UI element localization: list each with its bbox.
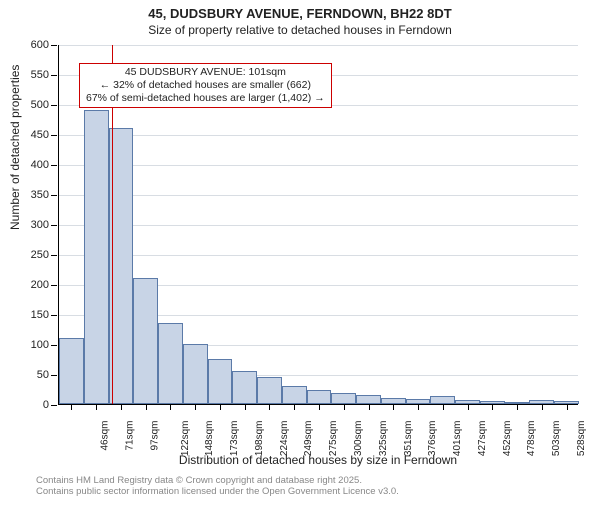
histogram-bar	[282, 386, 307, 404]
x-tick-label: 224sqm	[279, 420, 290, 456]
callout-line: ← 32% of detached houses are smaller (66…	[86, 79, 325, 92]
x-tick	[393, 404, 394, 410]
x-tick-label: 325sqm	[378, 420, 389, 456]
x-tick	[220, 404, 221, 410]
x-tick	[170, 404, 171, 410]
x-tick-label: 452sqm	[502, 420, 513, 456]
histogram-bar	[430, 396, 455, 403]
callout-line: 45 DUDSBURY AVENUE: 101sqm	[86, 66, 325, 79]
x-tick-label: 351sqm	[403, 420, 414, 456]
y-tick-label: 550	[9, 69, 49, 81]
x-tick-label: 46sqm	[100, 420, 111, 450]
x-tick-label: 173sqm	[229, 420, 240, 456]
histogram-bar	[84, 110, 109, 404]
x-tick-label: 249sqm	[304, 420, 315, 456]
y-tick	[51, 405, 57, 406]
x-tick-label: 148sqm	[205, 420, 216, 456]
x-tick-label: 401sqm	[452, 420, 463, 456]
y-tick-label: 400	[9, 159, 49, 171]
y-tick-label: 450	[9, 129, 49, 141]
y-tick	[51, 375, 57, 376]
y-tick	[51, 255, 57, 256]
y-axis-label: Number of detached properties	[8, 65, 22, 230]
x-tick	[443, 404, 444, 410]
histogram-bar	[356, 395, 381, 403]
page-subtitle: Size of property relative to detached ho…	[0, 23, 600, 37]
y-tick	[51, 195, 57, 196]
plot-area: 05010015020025030035040045050055060046sq…	[58, 45, 578, 405]
x-tick-label: 97sqm	[149, 420, 160, 450]
y-tick-label: 250	[9, 249, 49, 261]
x-tick-label: 275sqm	[328, 420, 339, 456]
y-tick-label: 150	[9, 309, 49, 321]
histogram-bar	[133, 278, 158, 404]
x-tick	[195, 404, 196, 410]
y-tick-label: 0	[9, 399, 49, 411]
y-tick-label: 500	[9, 99, 49, 111]
y-tick	[51, 45, 57, 46]
x-tick-label: 122sqm	[180, 420, 191, 456]
x-tick	[269, 404, 270, 410]
y-tick	[51, 135, 57, 136]
x-tick	[96, 404, 97, 410]
footer-attribution: Contains HM Land Registry data © Crown c…	[36, 475, 600, 499]
x-tick	[567, 404, 568, 410]
y-tick-label: 200	[9, 279, 49, 291]
gridline	[59, 45, 578, 46]
histogram-bar	[208, 359, 233, 404]
y-tick	[51, 315, 57, 316]
histogram-bar	[331, 393, 356, 404]
x-axis-label: Distribution of detached houses by size …	[58, 453, 578, 467]
histogram-bar	[257, 377, 282, 404]
y-tick-label: 350	[9, 189, 49, 201]
gridline	[59, 135, 578, 136]
page-title: 45, DUDSBURY AVENUE, FERNDOWN, BH22 8DT	[0, 6, 600, 22]
x-tick-label: 376sqm	[427, 420, 438, 456]
histogram-bar	[158, 323, 183, 404]
x-tick-label: 198sqm	[254, 420, 265, 456]
x-tick	[517, 404, 518, 410]
y-tick	[51, 285, 57, 286]
histogram-bar	[59, 338, 84, 404]
histogram-bar	[232, 371, 257, 404]
histogram-bar	[183, 344, 208, 404]
x-tick-label: 427sqm	[477, 420, 488, 456]
x-tick	[121, 404, 122, 410]
x-tick	[369, 404, 370, 410]
property-callout: 45 DUDSBURY AVENUE: 101sqm← 32% of detac…	[79, 63, 332, 108]
x-tick	[245, 404, 246, 410]
x-tick	[418, 404, 419, 410]
x-tick-label: 71sqm	[125, 420, 136, 450]
x-tick	[344, 404, 345, 410]
callout-line: 67% of semi-detached houses are larger (…	[86, 92, 325, 105]
footer-line-1: Contains HM Land Registry data © Crown c…	[36, 475, 600, 487]
y-tick-label: 50	[9, 369, 49, 381]
x-tick-label: 528sqm	[576, 420, 587, 456]
x-tick	[319, 404, 320, 410]
gridline	[59, 195, 578, 196]
x-tick-label: 503sqm	[551, 420, 562, 456]
x-tick-label: 300sqm	[353, 420, 364, 456]
y-tick	[51, 345, 57, 346]
x-tick	[542, 404, 543, 410]
chart-area: 05010015020025030035040045050055060046sq…	[58, 45, 578, 405]
x-tick	[492, 404, 493, 410]
y-tick	[51, 225, 57, 226]
x-tick	[468, 404, 469, 410]
y-tick	[51, 165, 57, 166]
y-tick	[51, 75, 57, 76]
x-tick	[146, 404, 147, 410]
gridline	[59, 165, 578, 166]
y-tick-label: 600	[9, 39, 49, 51]
x-tick-label: 478sqm	[526, 420, 537, 456]
x-tick	[71, 404, 72, 410]
gridline	[59, 225, 578, 226]
footer-line-2: Contains public sector information licen…	[36, 486, 600, 498]
y-tick	[51, 105, 57, 106]
y-tick-label: 100	[9, 339, 49, 351]
gridline	[59, 255, 578, 256]
y-tick-label: 300	[9, 219, 49, 231]
histogram-bar	[307, 390, 332, 403]
x-tick	[294, 404, 295, 410]
